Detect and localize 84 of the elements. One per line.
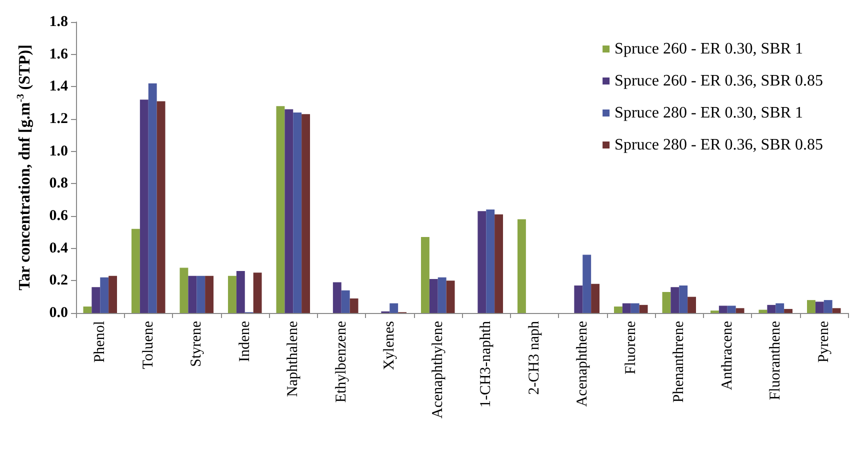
x-tick-label: Naphthalene (285, 320, 302, 397)
bar (341, 290, 350, 313)
bar (574, 286, 583, 313)
x-tick-label: Xylenes (382, 320, 398, 370)
bar (196, 276, 206, 313)
y-tick-label: 0.6 (49, 208, 68, 224)
x-tick-label: 2-CH3 naph (526, 320, 542, 395)
legend-label: Spruce 280 - ER 0.36, SBR 0.85 (614, 136, 824, 154)
bar (582, 254, 592, 313)
x-tick-label: Fluorene (622, 320, 639, 374)
y-tick-label: 1.4 (49, 78, 68, 95)
bar (420, 237, 430, 313)
bar (670, 287, 680, 313)
bar (390, 303, 398, 313)
bar (236, 270, 245, 313)
bar (758, 310, 768, 313)
legend-label: Spruce 280 - ER 0.30, SBR 1 (614, 104, 804, 122)
legend-label: Spruce 260 - ER 0.30, SBR 1 (614, 40, 804, 58)
x-tick-label: Phenol (92, 321, 108, 363)
bar (718, 306, 728, 313)
bar (302, 114, 310, 313)
bar (350, 298, 358, 313)
x-tick-label: 1-CH3-naphth (478, 320, 494, 408)
y-tick-label: 1.8 (49, 14, 68, 30)
bar (276, 106, 285, 313)
y-tick-label: 1.0 (49, 143, 68, 160)
bar (140, 100, 148, 313)
bar (494, 214, 504, 313)
x-tick-label: Pyrene (816, 320, 832, 363)
bar (438, 277, 446, 313)
x-tick-label: Acenaphthylene (430, 320, 446, 418)
bar (131, 228, 140, 313)
bar (806, 300, 816, 313)
bar (622, 303, 631, 313)
bar (784, 308, 793, 313)
bar (662, 292, 671, 313)
y-tick-label: 1.6 (49, 46, 68, 62)
y-tick-label: 1.2 (49, 111, 68, 127)
bar (688, 296, 696, 313)
y-tick-label: 0.4 (49, 240, 68, 256)
y-tick-label: 0.8 (49, 176, 68, 192)
bar (630, 303, 640, 313)
y-tick-label: 0.2 (49, 272, 68, 289)
bar (679, 286, 688, 313)
bar (92, 287, 100, 313)
bar (824, 300, 832, 313)
bar (332, 282, 342, 313)
x-tick-label: Toluene (140, 320, 156, 370)
bar (727, 306, 736, 313)
bar (205, 276, 214, 313)
bar (228, 276, 236, 313)
x-tick-label: Styrene (188, 320, 205, 367)
y-axis-title: Tar concentration, dnf [g.m-3 (STP)] (16, 44, 34, 290)
bar (614, 306, 622, 313)
bar (591, 284, 600, 313)
bar (486, 210, 495, 313)
bar (736, 308, 744, 313)
bar (180, 268, 188, 313)
legend-label: Spruce 260 - ER 0.36, SBR 0.85 (614, 72, 824, 90)
x-tick-label: Fluoranthene (768, 320, 784, 400)
bar (832, 308, 841, 313)
y-tick-label: 0.0 (49, 305, 68, 321)
bar (776, 303, 784, 313)
bar (767, 304, 776, 313)
bar (100, 277, 109, 313)
bar (639, 304, 648, 313)
x-tick-label: Phenanthrene (671, 320, 688, 403)
bar (83, 306, 92, 313)
bar (478, 211, 486, 313)
bar (253, 272, 262, 313)
x-tick-label: Acenaphthene (574, 320, 591, 407)
bar (188, 276, 197, 313)
bar (108, 276, 118, 313)
bar (429, 279, 438, 313)
bar (156, 101, 166, 313)
bar (148, 83, 157, 313)
bar (517, 219, 526, 313)
x-tick-label: Anthracene (719, 320, 736, 390)
bar (293, 112, 302, 313)
x-tick-label: Indene (236, 320, 253, 362)
x-tick-label: Ethylbenzene (333, 320, 350, 403)
bar (446, 280, 455, 313)
bar (815, 302, 824, 313)
bar (284, 109, 294, 313)
